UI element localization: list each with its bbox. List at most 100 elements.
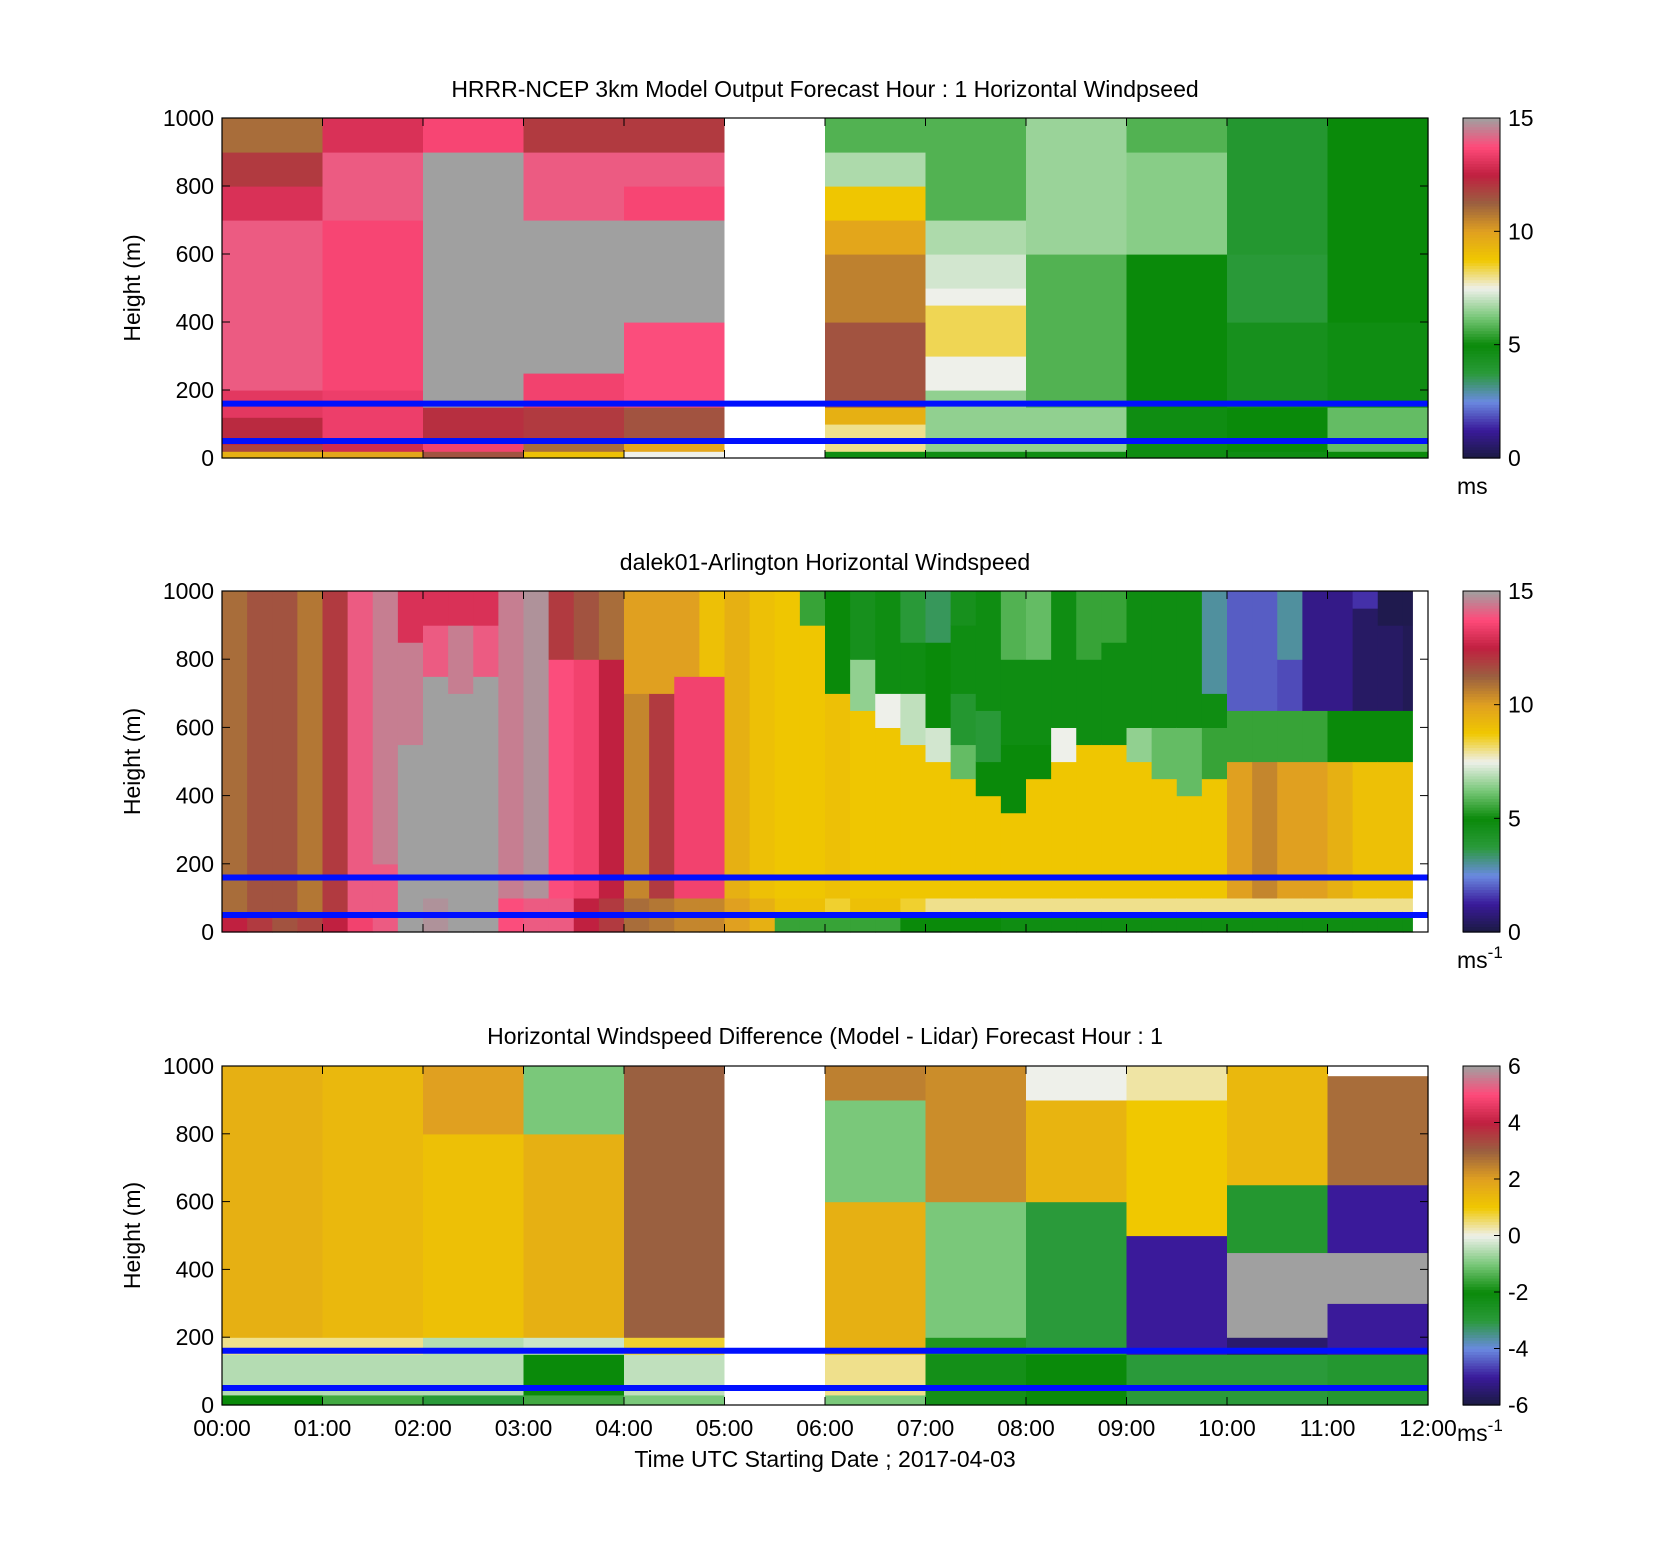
heatmap-cell [925,642,952,728]
colorbar-swatch [1463,696,1500,700]
colorbar-swatch [1463,662,1500,666]
heatmap-cell [624,322,726,408]
colorbar-swatch [1463,806,1500,811]
heatmap-cell [1126,254,1228,408]
colorbar-swatch [1463,710,1500,714]
heatmap-cell [1126,1066,1228,1101]
colorbar-swatch [1463,815,1500,820]
colorbar-swatch [1463,900,1500,905]
missing-data-gap [724,1066,825,1405]
colorbar-swatch [1463,920,1500,925]
heatmap-cell [1277,659,1303,711]
heatmap-cell [448,863,474,899]
colorbar-swatch [1463,914,1500,919]
heatmap-cell [1026,591,1052,660]
colorbar-swatch [1463,704,1500,709]
colorbar-swatch [1463,698,1500,703]
heatmap-cell [1402,710,1414,763]
colorbar-swatch [1463,1156,1500,1160]
heatmap-cell [925,1354,1027,1406]
colorbar-swatch [1463,687,1500,692]
colorbar-swatch [1463,205,1500,210]
x-tick-label: 06:00 [796,1415,854,1441]
heatmap-cell [1026,118,1128,255]
panel-3: Horizontal Windspeed Difference (Model -… [119,1023,1529,1472]
colorbar-swatch [1463,276,1500,281]
heatmap-cell [1377,897,1404,913]
colorbar-swatch [1463,1215,1500,1220]
colorbar-swatch [1463,1074,1500,1078]
heatmap-cell [397,863,424,899]
heatmap-cell [1126,591,1153,728]
heatmap-cell [1000,659,1027,746]
colorbar-swatch [1463,1111,1500,1115]
x-tick-label: 10:00 [1198,1415,1256,1441]
colorbar-swatch [1463,378,1500,383]
colorbar-swatch [1463,1286,1500,1290]
colorbar-swatch [1463,724,1500,729]
heatmap-cell [423,1066,525,1135]
colorbar-swatch [1463,407,1500,411]
heatmap-cell [950,897,977,913]
colorbar-swatch [1463,863,1500,868]
heatmap-cell [423,407,525,439]
heatmap-cell [674,676,700,899]
colorbar-unit-exponent: -1 [1488,1416,1503,1435]
colorbar-swatch [1463,290,1500,295]
heatmap-cell [1076,897,1102,913]
colorbar-swatch [1463,667,1500,672]
colorbar-swatch [1463,633,1500,638]
colorbar-swatch [1463,169,1500,173]
heatmap-cell [1352,897,1379,913]
heatmap-cell [1026,778,1052,899]
heatmap-cell [825,1099,927,1203]
colorbar-swatch [1463,220,1500,224]
colorbar-swatch [1463,1235,1500,1240]
heatmap-cell [1201,778,1228,899]
colorbar-swatch [1463,1317,1500,1321]
heatmap-cell [222,591,248,913]
colorbar-tick-label: 4 [1508,1110,1521,1136]
colorbar-swatch [1463,747,1500,751]
heatmap-cell [1227,1184,1329,1254]
colorbar-frame [1462,117,1501,459]
heatmap-cell [825,451,927,459]
colorbar-swatch [1463,1314,1500,1319]
heatmap-cell [925,451,1027,459]
colorbar-swatch [1463,872,1500,876]
colorbar-swatch [1463,395,1500,400]
y-tick-label: 800 [176,646,214,672]
colorbar-swatch [1463,625,1500,629]
colorbar-swatch [1463,875,1500,879]
heatmap-cell [322,118,424,153]
colorbar-swatch [1463,616,1500,621]
colorbar-swatch [1463,1382,1500,1386]
heatmap-cell [850,659,876,711]
colorbar-swatch [1463,336,1500,340]
heatmap-cell [1126,407,1228,452]
y-tick-label: 1000 [163,1053,214,1079]
heatmap-cell [347,591,374,913]
heatmap-cell [1327,1184,1429,1254]
colorbar-swatch [1463,239,1500,244]
colorbar-swatch [1463,1204,1500,1208]
colorbar-swatch [1463,1243,1500,1248]
colorbar-swatch [1463,758,1500,763]
colorbar-swatch [1463,1128,1500,1132]
colorbar-swatch [1463,1320,1500,1324]
colorbar-swatch [1463,1085,1500,1090]
colorbar-swatch [1463,1218,1500,1223]
colorbar-swatch [1463,1311,1500,1316]
colorbar-swatch [1463,1142,1500,1146]
colorbar-swatch [1463,154,1500,159]
heatmap-cell [699,676,726,899]
colorbar-swatch [1463,381,1500,386]
colorbar-swatch [1463,316,1500,320]
colorbar-swatch [1463,398,1500,403]
heatmap-cell [825,118,927,153]
heatmap-cell [448,693,474,865]
heatmap-cell [1227,591,1253,711]
heatmap-cell [1126,152,1228,255]
heatmap-cell [624,407,726,439]
colorbar-swatch [1463,647,1500,652]
